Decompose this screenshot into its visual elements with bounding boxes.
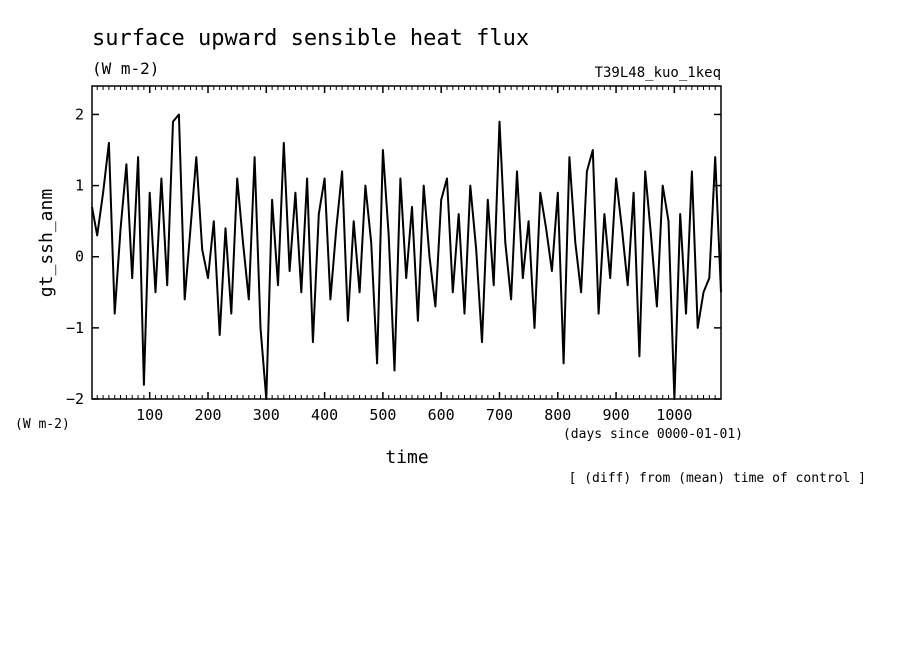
x-axis-unit: (days since 0000-01-01) xyxy=(563,427,743,442)
y-axis-unit: (W m-2) xyxy=(15,417,70,432)
y-tick-label: 0 xyxy=(75,248,84,266)
chart-subtitle-units: (W m-2) xyxy=(92,59,159,78)
x-tick-label: 800 xyxy=(544,406,571,424)
x-tick-label: 700 xyxy=(486,406,513,424)
experiment-label: T39L48_kuo_1keq xyxy=(595,65,721,81)
x-tick-label: 1000 xyxy=(656,406,692,424)
y-axis-label: gt_ssh_anm xyxy=(36,189,57,297)
series-line xyxy=(91,113,722,400)
x-tick-label: 300 xyxy=(253,406,280,424)
x-tick-label: 500 xyxy=(369,406,396,424)
x-axis-ticks: 100 200 300 400 500 600 700 800 900 1000 xyxy=(96,86,716,424)
chart-title: surface upward sensible heat flux xyxy=(92,26,529,51)
x-tick-label: 600 xyxy=(428,406,455,424)
comparison-note: [ (diff) from (mean) time of control ] xyxy=(569,471,866,486)
x-tick-label: 200 xyxy=(194,406,221,424)
plot-frame xyxy=(91,85,722,400)
y-axis-ticks: −2 −1 0 1 2 xyxy=(66,105,721,408)
y-tick-label: −1 xyxy=(66,319,84,337)
x-tick-label: 100 xyxy=(136,406,163,424)
x-tick-label: 900 xyxy=(603,406,630,424)
x-axis-label: time xyxy=(385,447,428,468)
x-tick-label: 400 xyxy=(311,406,338,424)
y-tick-label: 1 xyxy=(75,177,84,195)
y-tick-label: 2 xyxy=(75,105,84,123)
y-tick-label: −2 xyxy=(66,390,84,408)
